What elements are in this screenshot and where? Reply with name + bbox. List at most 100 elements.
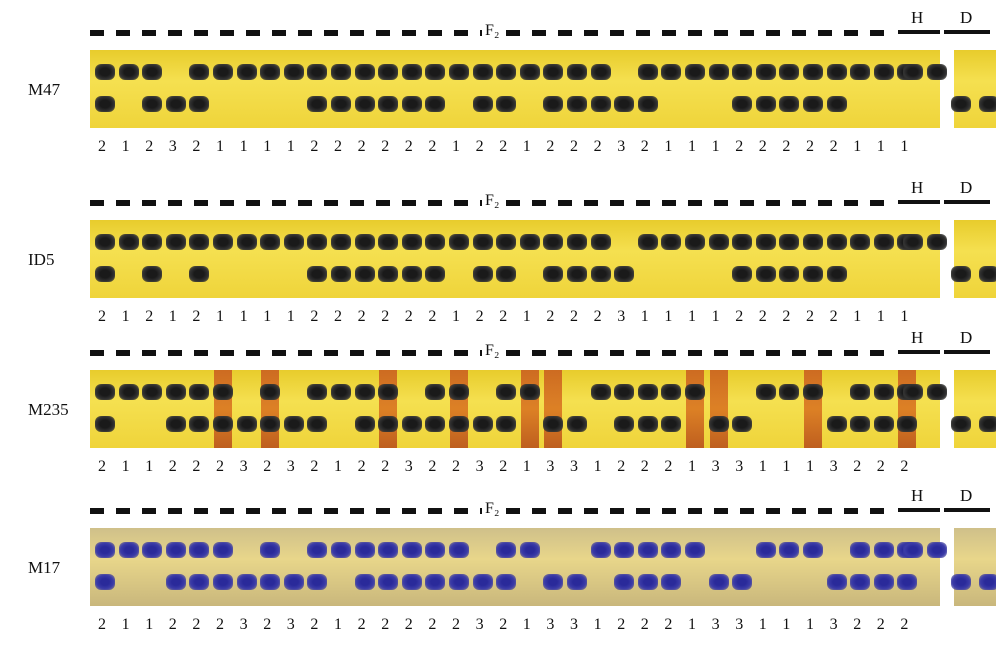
genotype-score: 2 <box>876 616 885 633</box>
dna-band <box>637 234 658 250</box>
genotype-score: 3 <box>546 458 555 475</box>
dna-band <box>826 416 847 432</box>
gel-lane <box>708 50 729 128</box>
dna-band <box>496 384 517 400</box>
gel-lane <box>260 50 281 128</box>
genotype-score: 1 <box>900 138 909 155</box>
genotype-score: 3 <box>570 616 578 633</box>
dna-band <box>307 542 328 558</box>
dna-band <box>637 64 658 80</box>
genotype-score: 1 <box>782 458 791 475</box>
gel-lane <box>873 528 894 606</box>
panel-m17: F₂ H D M17 2 1 1 2 2 2 3 2 3 2 1 2 2 2 2 2 3 2 1 3 3 1 2 2 2 1 3 3 1 1 1 3 2… <box>0 486 1000 648</box>
gel-lane <box>331 528 351 606</box>
genotype-score: 2 <box>310 308 319 325</box>
dna-band <box>755 266 776 282</box>
gel-image <box>90 370 996 448</box>
dna-band <box>567 574 587 590</box>
dna-band <box>165 96 186 112</box>
dna-band <box>142 384 163 400</box>
dna-band <box>850 416 871 432</box>
dna-band <box>165 542 186 558</box>
gel-lane <box>95 528 115 606</box>
gel-lane <box>472 528 493 606</box>
genotype-score: 2 <box>98 616 106 633</box>
genotype-score: 2 <box>381 458 390 475</box>
gel-lane <box>95 370 115 448</box>
dna-band <box>472 266 493 282</box>
dna-band <box>850 574 871 590</box>
genotype-score: 2 <box>381 138 390 155</box>
genotype-score: 2 <box>664 616 673 633</box>
genotype-score: 2 <box>404 138 413 155</box>
dna-band <box>95 96 115 112</box>
dna-band <box>873 234 894 250</box>
dna-band <box>803 266 823 282</box>
gel-lane <box>661 528 682 606</box>
dna-band <box>873 542 894 558</box>
dna-band <box>401 234 422 250</box>
dna-band <box>590 64 611 80</box>
dna-band <box>354 416 375 432</box>
genotype-score: 1 <box>452 308 460 325</box>
dna-band <box>213 542 233 558</box>
dna-band <box>850 384 871 400</box>
gel-lane <box>189 220 210 298</box>
gel-lane <box>614 370 635 448</box>
genotype-score: 2 <box>475 138 484 155</box>
dna-band <box>213 234 233 250</box>
genotype-score: 2 <box>168 616 177 633</box>
h-bar <box>898 508 940 512</box>
dna-band <box>213 384 233 400</box>
genotype-score: 1 <box>239 308 248 325</box>
gel-lane <box>189 50 210 128</box>
gel-lane <box>378 50 399 128</box>
dna-band <box>95 234 115 250</box>
genotype-score: 2 <box>593 308 602 325</box>
gel-lane <box>283 220 304 298</box>
genotype-score: 2 <box>640 138 649 155</box>
dna-band <box>401 64 422 80</box>
gel-lane <box>708 220 729 298</box>
dna-band <box>496 234 517 250</box>
gel-lane <box>189 528 210 606</box>
genotype-score: 2 <box>475 308 484 325</box>
genotype-score: 2 <box>428 458 437 475</box>
f2-label: F₂ <box>482 192 503 210</box>
gel-lane <box>307 50 328 128</box>
dna-band <box>979 416 996 432</box>
dna-band <box>260 416 281 432</box>
gel-lane <box>354 370 375 448</box>
genotype-score: 2 <box>782 308 791 325</box>
genotype-score: 2 <box>357 616 366 633</box>
dna-band <box>118 64 139 80</box>
d-bar <box>944 30 990 34</box>
parent-h-label: H <box>911 328 924 347</box>
gel-lane <box>927 220 947 298</box>
dna-band <box>708 64 729 80</box>
genotype-score: 2 <box>428 308 437 325</box>
dna-band <box>236 574 257 590</box>
dna-band <box>213 64 233 80</box>
gel-lane <box>213 220 233 298</box>
dna-band <box>732 416 753 432</box>
gel-lane <box>378 528 399 606</box>
dna-band <box>449 64 469 80</box>
dna-band <box>685 542 705 558</box>
dna-band <box>873 384 894 400</box>
genotype-score: 1 <box>121 458 130 475</box>
dna-band <box>165 234 186 250</box>
genotype-score: 2 <box>640 458 649 475</box>
gel-lane <box>732 50 753 128</box>
gel-lane <box>850 50 871 128</box>
dna-band <box>732 96 753 112</box>
dna-band <box>826 234 847 250</box>
dna-band <box>307 266 328 282</box>
genotype-score: 2 <box>310 458 319 475</box>
gel-lane <box>927 370 947 448</box>
dna-band <box>472 574 493 590</box>
genotype-score: 1 <box>900 308 909 325</box>
dna-band <box>354 574 375 590</box>
d-bar <box>944 200 990 204</box>
